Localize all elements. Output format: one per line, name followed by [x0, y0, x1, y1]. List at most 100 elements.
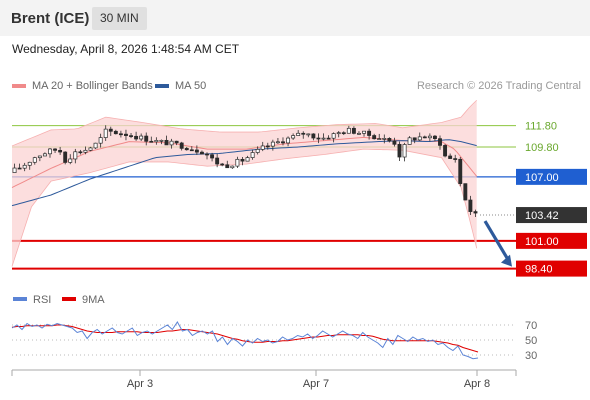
candle	[432, 135, 437, 142]
instrument-title: Brent (ICE)	[11, 10, 90, 27]
candle-body	[78, 151, 83, 154]
level-label: 103.42	[525, 210, 559, 222]
candle	[417, 132, 422, 142]
candle-body	[336, 132, 341, 135]
candle	[468, 195, 473, 215]
candle	[48, 148, 52, 158]
candle-body	[438, 138, 442, 146]
candle-body	[235, 158, 240, 167]
candle-body	[377, 138, 382, 140]
candle-body	[351, 127, 356, 134]
candle-body	[422, 136, 427, 139]
candle-body	[417, 136, 422, 141]
candle	[448, 153, 453, 159]
candle	[422, 135, 427, 139]
ma50-line	[11, 139, 477, 207]
candle-body	[32, 157, 37, 163]
candle-body	[17, 167, 22, 170]
candle	[63, 151, 68, 165]
candle-body	[58, 150, 63, 153]
candle	[270, 139, 275, 151]
ma9-legend-swatch	[62, 297, 76, 301]
candle-body	[63, 151, 68, 163]
candle-body	[48, 148, 52, 155]
candle-body	[88, 147, 93, 151]
candle-body	[22, 164, 27, 169]
level-label: 101.00	[525, 236, 559, 248]
candle	[331, 132, 336, 143]
candle	[68, 154, 73, 165]
candle	[235, 156, 240, 168]
candle-body	[311, 133, 316, 139]
candle	[265, 142, 270, 150]
candle-body	[93, 142, 98, 149]
candle	[129, 133, 133, 139]
candle-body	[184, 148, 189, 151]
timeframe-badge[interactable]: 30 MIN	[92, 7, 147, 30]
candle-body	[189, 149, 194, 152]
candle-body	[402, 144, 407, 158]
candle	[321, 133, 326, 141]
rsi-tick-label: 30	[525, 350, 537, 362]
candle	[291, 133, 296, 140]
candle	[134, 131, 139, 141]
candle-body	[392, 140, 397, 145]
candle-body	[250, 152, 255, 158]
candle-body	[129, 135, 133, 137]
candle	[37, 155, 42, 162]
rsi-legend-label: RSI	[33, 294, 51, 306]
candle	[88, 146, 93, 152]
rsi-legend-swatch	[13, 297, 27, 301]
candle	[189, 146, 194, 152]
forecast-arrow-head	[501, 254, 512, 267]
candle-body	[301, 132, 306, 135]
candle-body	[159, 139, 164, 142]
candle	[372, 133, 377, 140]
candle	[179, 141, 184, 151]
rsi-tick-label: 50	[525, 335, 537, 347]
research-credit: Research © 2026 Trading Central	[416, 80, 581, 92]
level-badge	[516, 168, 587, 185]
candle-body	[372, 135, 377, 140]
candle-body	[113, 130, 118, 135]
candle	[113, 129, 118, 135]
candle-body	[98, 137, 103, 144]
candle	[275, 138, 280, 144]
candle-body	[240, 158, 245, 162]
candle	[194, 145, 199, 155]
candle	[306, 133, 311, 138]
candle-body	[68, 158, 73, 163]
candle	[382, 134, 387, 144]
candle	[311, 133, 316, 141]
candle-body	[245, 157, 250, 162]
candle	[286, 136, 291, 147]
candle-body	[443, 145, 448, 157]
candle-body	[255, 149, 260, 153]
candle	[240, 156, 245, 166]
candle	[32, 156, 37, 165]
candle-body	[362, 130, 366, 134]
candle-body	[281, 141, 285, 144]
candle-body	[149, 140, 154, 143]
level-badge	[516, 232, 587, 249]
legend-label-ma20: MA 20 + Bollinger Bands	[32, 80, 153, 92]
candle-body	[174, 140, 179, 144]
x-tick-label: Apr 7	[303, 378, 329, 390]
candle-body	[154, 140, 159, 143]
candle	[154, 137, 159, 145]
candle	[296, 130, 301, 136]
candle-body	[326, 137, 331, 140]
forecast-arrow	[483, 220, 510, 261]
candle-body	[473, 211, 478, 214]
x-axis: Apr 3 Apr 7 Apr 8	[11, 369, 517, 390]
candle	[377, 133, 382, 140]
candle-body	[199, 151, 204, 155]
candle	[230, 165, 235, 169]
candle	[22, 162, 27, 172]
timestamp: Wednesday, April 8, 2026 1:48:54 AM CET	[12, 42, 240, 56]
candle-body	[205, 153, 209, 156]
candle	[473, 209, 478, 217]
candle	[73, 148, 78, 164]
candle	[255, 146, 260, 155]
resistance-label: 109.80	[525, 142, 559, 154]
